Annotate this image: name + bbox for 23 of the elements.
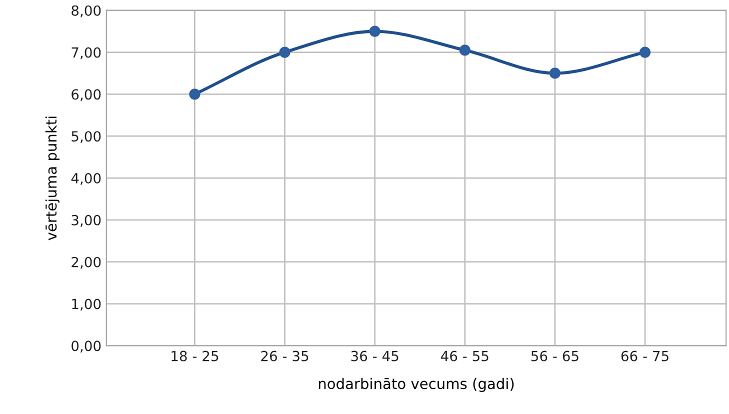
- point: [189, 88, 200, 100]
- y-tick-label: 6,00: [72, 89, 101, 102]
- y-axis-title: vērtējuma punkti: [45, 116, 60, 240]
- x-tick-label: 66 - 75: [621, 350, 668, 362]
- point: [279, 46, 290, 58]
- x-tick-label: 56 - 65: [531, 350, 578, 362]
- point: [639, 46, 651, 58]
- x-tick-label: 26 - 35: [261, 350, 308, 362]
- y-tick-label: 2,00: [72, 256, 101, 269]
- point: [459, 44, 470, 56]
- x-tick-label: 18 - 25: [172, 350, 218, 362]
- point: [549, 68, 561, 79]
- y-tick-label: 0,00: [72, 340, 101, 353]
- y-tick-label: 7,00: [72, 47, 101, 60]
- y-tick-label: 5,00: [72, 131, 101, 143]
- x-axis-title: nodarbināto vecums (gadi): [318, 378, 514, 392]
- x-tick-label: 46 - 55: [440, 350, 488, 362]
- y-tick-label: 4,00: [71, 172, 101, 185]
- y-tick-label: 3,00: [72, 214, 101, 227]
- x-tick-label: 36 - 45: [351, 350, 398, 362]
- y-tick-label: 1,00: [72, 298, 101, 311]
- y-tick-label: 8,00: [72, 5, 101, 18]
- point: [369, 26, 380, 37]
